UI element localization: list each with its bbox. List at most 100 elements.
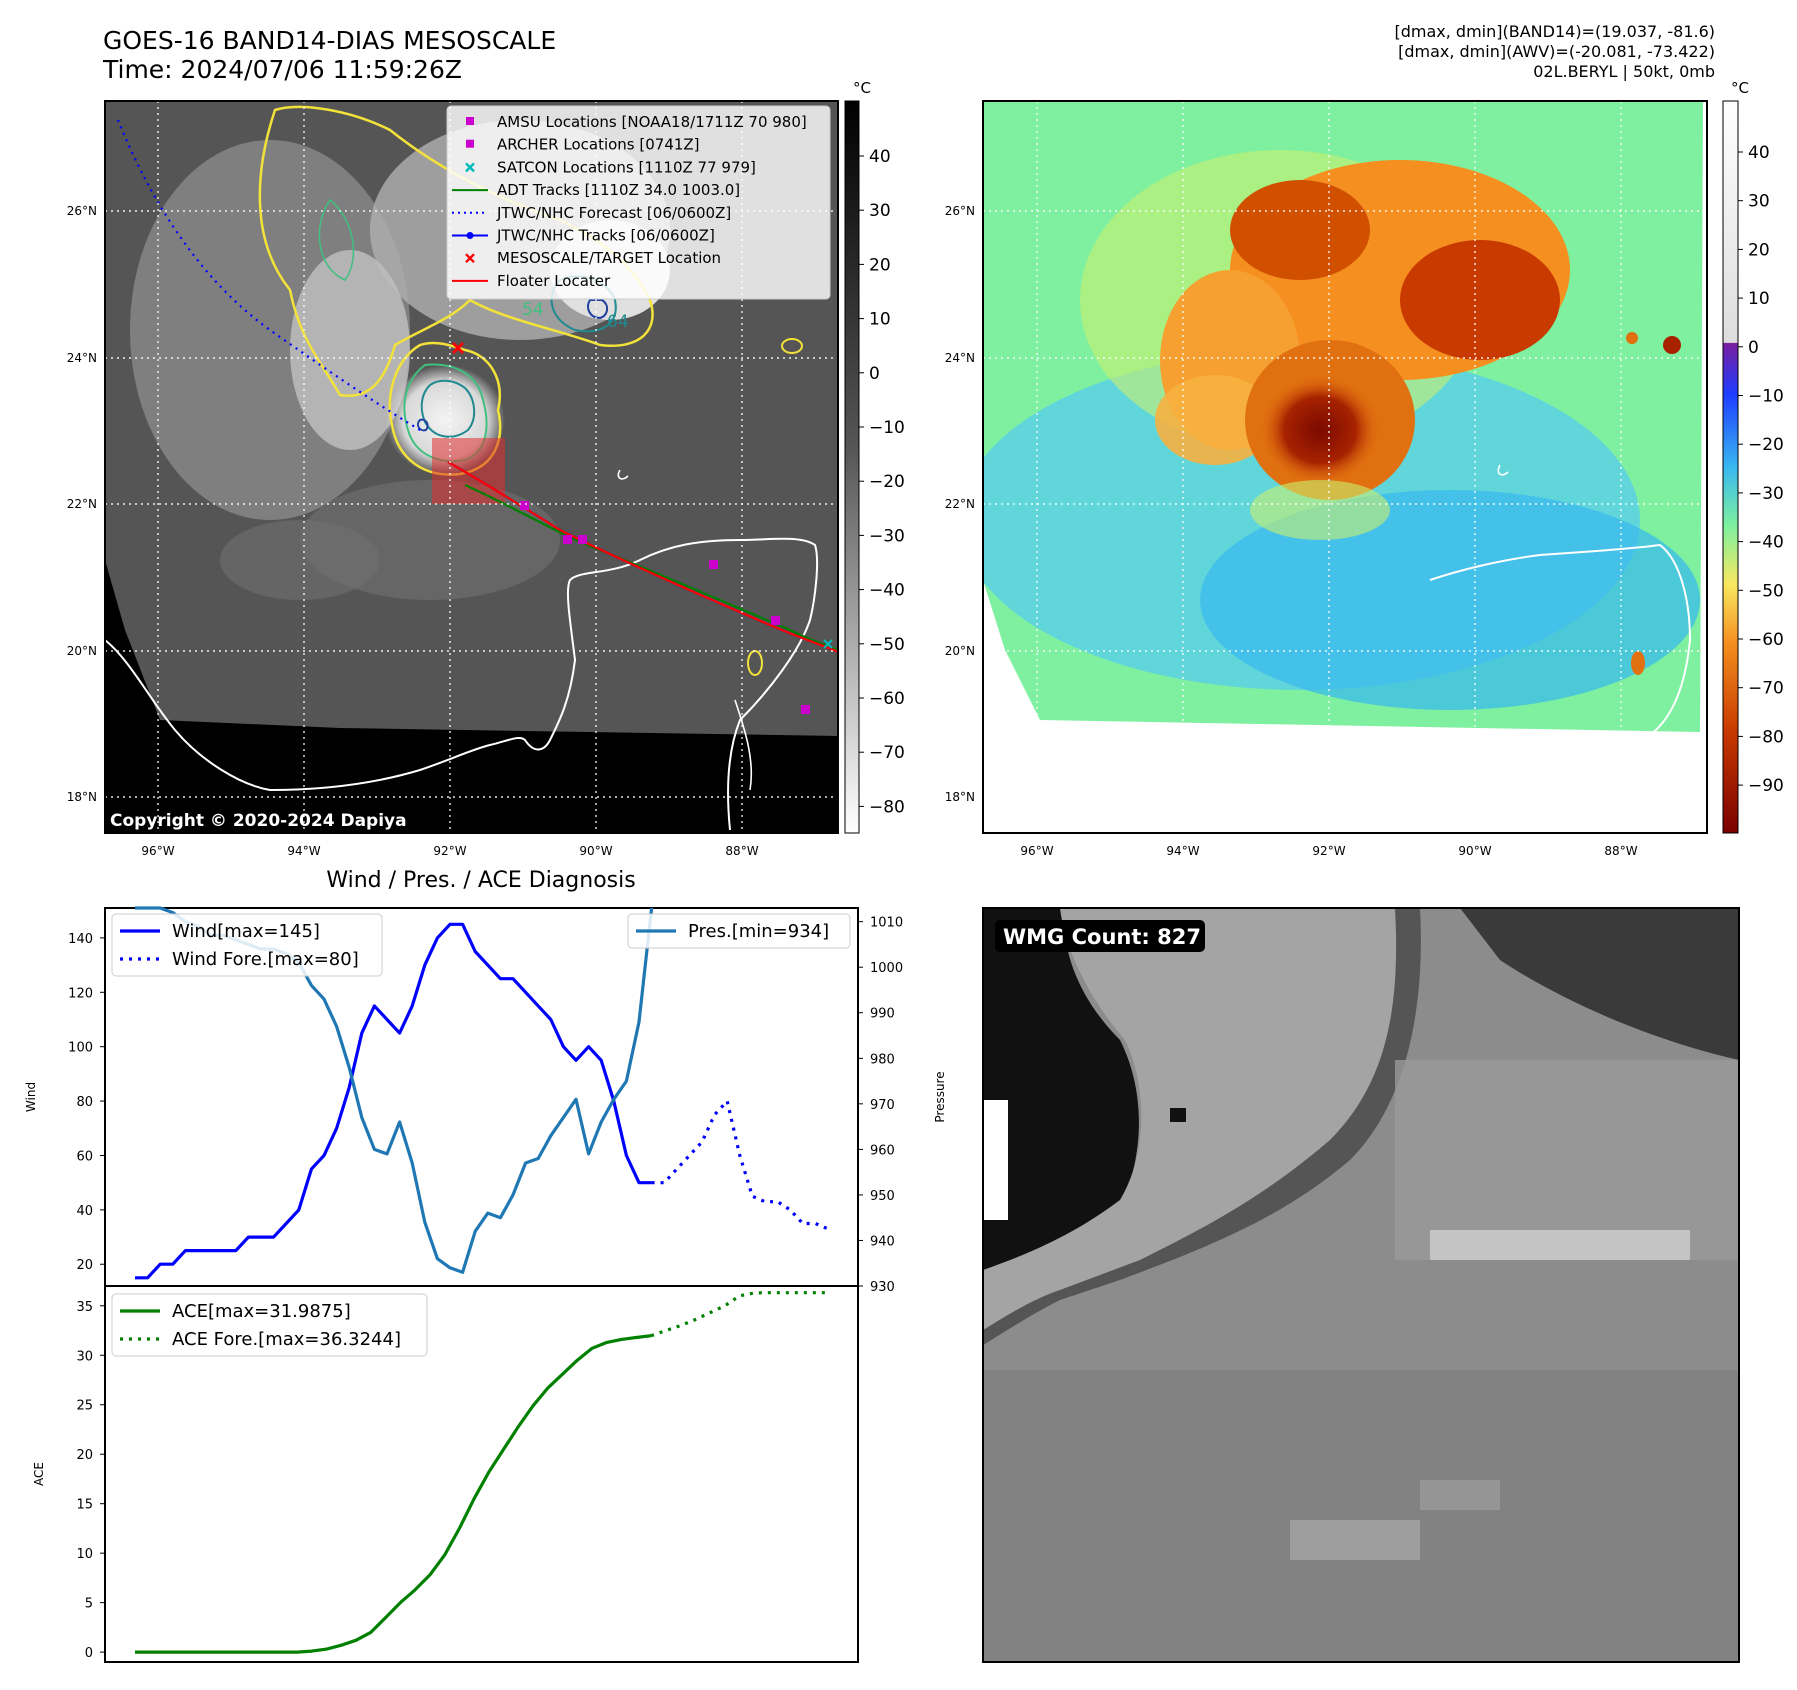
header-meta-storm: 02L.BERYL | 50kt, 0mb bbox=[1533, 62, 1715, 81]
chart-legend-label: Wind Fore.[max=80] bbox=[172, 949, 359, 970]
colorbar-tick-label: 0 bbox=[1748, 338, 1759, 358]
wmg-count-text: WMG Count: 827 bbox=[1003, 925, 1201, 949]
diagnosis-title: Wind / Pres. / ACE Diagnosis bbox=[326, 868, 635, 893]
colorbar-tick-label: −50 bbox=[1748, 581, 1784, 601]
y2-tick-label: 940 bbox=[870, 1234, 895, 1249]
amsu-markers bbox=[520, 501, 810, 714]
legend-item: JTWC/NHC Forecast [06/0600Z] bbox=[452, 204, 731, 222]
gray-colorbar: °C 40 30 20 10 0 −10 −20 −30 −40 −50 −60 −70 −80 bbox=[844, 79, 905, 834]
legend-item: AMSU Locations [NOAA18/1711Z 70 980] bbox=[466, 113, 807, 131]
lon-label-96: 96°W bbox=[141, 844, 174, 858]
legend-item: ADT Tracks [1110Z 34.0 1003.0] bbox=[452, 181, 740, 199]
copyright-text: Copyright © 2020-2024 Dapiya bbox=[110, 811, 407, 831]
colorbar-tick-label: 30 bbox=[1748, 192, 1770, 212]
lat-label-22: 22°N bbox=[67, 497, 97, 511]
chart-legend bbox=[627, 913, 851, 949]
y-tick-label: 0 bbox=[85, 1646, 93, 1661]
y2-tick-label: 950 bbox=[870, 1189, 895, 1204]
legend-label: SATCON Locations [1110Z 77 979] bbox=[497, 158, 756, 176]
colorbar-tick-label: −20 bbox=[869, 472, 905, 492]
lon-label-88-right: 88°W bbox=[1604, 844, 1637, 858]
lon-label-90-right: 90°W bbox=[1458, 844, 1491, 858]
legend-label: Floater Locater bbox=[497, 272, 611, 290]
color-colorbar-unit: °C bbox=[1731, 79, 1749, 97]
color-map-panel bbox=[983, 101, 1707, 833]
colorbar-tick-label: −30 bbox=[1748, 484, 1784, 504]
lat-label-18-right: 18°N bbox=[945, 790, 975, 804]
legend-x-marker bbox=[465, 162, 475, 173]
colorbar-tick-label: 10 bbox=[869, 310, 891, 330]
ace-chart: 0 5 10 15 20 25 30 35 ACE[max=31.9875] ACE Fore.[… bbox=[32, 1285, 859, 1663]
legend-item: JTWC/NHC Tracks [06/0600Z] bbox=[452, 227, 715, 245]
colorbar-tick-label: 20 bbox=[869, 255, 891, 275]
series-line bbox=[651, 1099, 829, 1231]
lon-label-96-right: 96°W bbox=[1020, 844, 1053, 858]
lat-label-24-right: 24°N bbox=[945, 351, 975, 365]
colorbar-tick-label: 20 bbox=[1748, 240, 1770, 260]
lat-label-22-right: 22°N bbox=[945, 497, 975, 511]
wind-axis-label: Wind bbox=[24, 1082, 38, 1112]
legend-square-marker bbox=[466, 117, 474, 125]
colorbar-tick-label: −20 bbox=[1748, 435, 1784, 455]
chart-legend-label: ACE[max=31.9875] bbox=[172, 1301, 351, 1322]
wind-pressure-chart: 20 40 60 80 100 120 140 930 940 950 960 970 980 990 10… bbox=[24, 906, 947, 1295]
lon-label-94-right: 94°W bbox=[1166, 844, 1199, 858]
y-tick-label: 60 bbox=[76, 1149, 93, 1164]
colorbar-tick-label: 30 bbox=[869, 201, 891, 221]
lat-label-18: 18°N bbox=[67, 790, 97, 804]
y2-tick-label: 960 bbox=[870, 1143, 895, 1158]
pressure-axis-label: Pressure bbox=[933, 1071, 947, 1122]
y-tick-label: 140 bbox=[68, 932, 93, 947]
target-marker bbox=[451, 341, 465, 355]
lat-label-20-right: 20°N bbox=[945, 644, 975, 658]
y-tick-label: 10 bbox=[76, 1547, 93, 1562]
colorbar-tick-label: 40 bbox=[869, 147, 891, 167]
header-meta-awv: [dmax, dmin](AWV)=(-20.081, -73.422) bbox=[1398, 42, 1715, 61]
lat-label-26-right: 26°N bbox=[945, 204, 975, 218]
header-meta-band14: [dmax, dmin](BAND14)=(19.037, -81.6) bbox=[1394, 22, 1716, 41]
lon-label-94: 94°W bbox=[287, 844, 320, 858]
series-line bbox=[135, 922, 652, 1280]
colorbar-tick-label: 0 bbox=[869, 364, 880, 384]
legend-label: JTWC/NHC Forecast [06/0600Z] bbox=[496, 204, 731, 222]
legend-x-marker bbox=[465, 253, 475, 264]
lat-label-24: 24°N bbox=[67, 351, 97, 365]
header-time: Time: 2024/07/06 11:59:26Z bbox=[103, 55, 462, 84]
colorbar-tick-label: −40 bbox=[1748, 533, 1784, 553]
legend-dot-marker bbox=[466, 232, 474, 239]
y-tick-label: 30 bbox=[76, 1349, 93, 1364]
contour-label-54: 54 bbox=[522, 300, 544, 320]
y2-tick-label: 1000 bbox=[870, 961, 903, 976]
colorbar-tick-label: −40 bbox=[869, 581, 905, 601]
y-tick-label: 40 bbox=[76, 1204, 93, 1219]
colorbar-tick-label: −50 bbox=[869, 635, 905, 655]
contour-label-64: 64 bbox=[607, 312, 629, 332]
chart-legend-label: Wind[max=145] bbox=[172, 921, 320, 942]
colorbar-tick-label: −10 bbox=[1748, 387, 1784, 407]
color-colorbar: °C 40 30 20 10 0 −10 −20 −30 −40 −50 −60 −70 −80 −90 bbox=[1722, 79, 1784, 834]
series-line bbox=[135, 1334, 652, 1654]
satcon-markers bbox=[823, 639, 833, 649]
y2-tick-label: 980 bbox=[870, 1052, 895, 1067]
y-tick-label: 25 bbox=[76, 1399, 93, 1414]
legend-label: JTWC/NHC Tracks [06/0600Z] bbox=[496, 227, 715, 245]
chart-legend-label: ACE Fore.[max=36.3244] bbox=[172, 1329, 401, 1350]
colorbar-tick-label: −60 bbox=[1748, 630, 1784, 650]
lon-label-90: 90°W bbox=[579, 844, 612, 858]
y2-tick-label: 1010 bbox=[870, 916, 903, 931]
legend-label: ADT Tracks [1110Z 34.0 1003.0] bbox=[497, 181, 740, 199]
chart-legend-label: Pres.[min=934] bbox=[688, 921, 829, 942]
lat-label-26: 26°N bbox=[67, 204, 97, 218]
y-tick-label: 20 bbox=[76, 1448, 93, 1463]
colorbar-tick-label: −90 bbox=[1748, 776, 1784, 796]
y2-tick-label: 930 bbox=[870, 1280, 895, 1295]
legend-label: ARCHER Locations [0741Z] bbox=[497, 136, 700, 154]
legend-label: MESOSCALE/TARGET Location bbox=[497, 249, 721, 267]
ace-axis-label: ACE bbox=[32, 1462, 46, 1486]
colorbar-tick-label: −30 bbox=[869, 526, 905, 546]
colorbar-tick-label: −10 bbox=[869, 418, 905, 438]
map-legend: AMSU Locations [NOAA18/1711Z 70 980] ARCH… bbox=[446, 105, 831, 300]
y-tick-label: 20 bbox=[76, 1258, 93, 1273]
y-tick-label: 80 bbox=[76, 1095, 93, 1110]
